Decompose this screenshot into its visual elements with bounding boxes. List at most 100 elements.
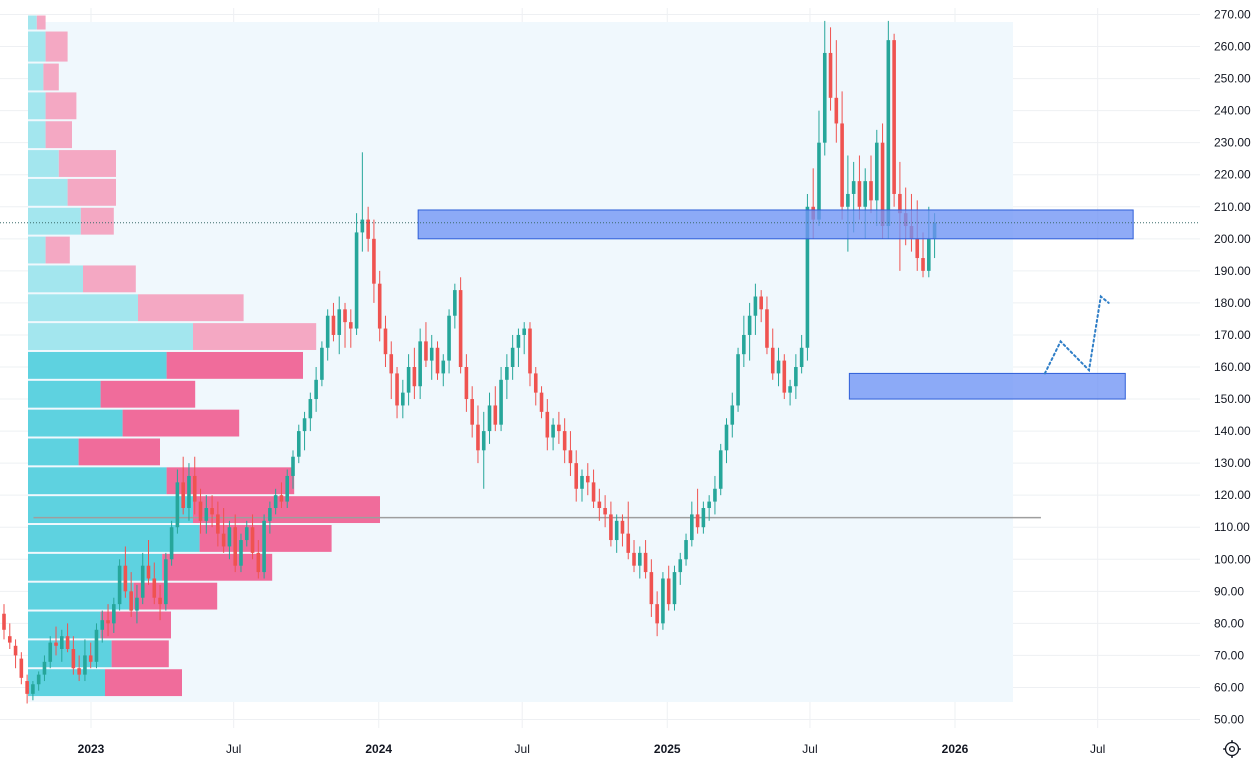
candle-59[interactable] [343, 302, 347, 348]
candle-93[interactable] [539, 386, 544, 419]
candle-87[interactable] [505, 354, 509, 400]
candle-79[interactable] [458, 277, 463, 374]
candle-137[interactable] [794, 354, 798, 400]
candle-89[interactable] [516, 328, 521, 367]
candle-115[interactable] [666, 565, 671, 611]
candle-11[interactable] [65, 623, 70, 653]
candle-58[interactable] [337, 296, 342, 355]
candle-144[interactable] [834, 40, 839, 143]
candle-29[interactable] [169, 520, 174, 566]
candle-41[interactable] [239, 533, 243, 573]
candle-27[interactable] [158, 584, 162, 621]
candle-136[interactable] [788, 379, 792, 406]
candle-83[interactable] [481, 411, 486, 489]
candle-106[interactable] [614, 514, 619, 553]
candle-100[interactable] [580, 469, 584, 502]
candle-124[interactable] [718, 443, 723, 496]
chart-settings-button[interactable] [1222, 739, 1242, 759]
candle-51[interactable] [296, 424, 301, 464]
candle-52[interactable] [302, 411, 307, 451]
candle-7[interactable] [42, 655, 47, 682]
candle-108[interactable] [626, 501, 631, 560]
candle-17[interactable] [100, 610, 105, 643]
candle-73[interactable] [424, 322, 428, 367]
candle-24[interactable] [140, 552, 145, 605]
candle-95[interactable] [551, 418, 555, 451]
candle-119[interactable] [690, 501, 694, 547]
x-axis[interactable]: 2023 Jul 2024 Jul 2025 Jul 2026 Jul [78, 742, 1106, 756]
candle-104[interactable] [603, 495, 607, 528]
candle-63[interactable] [366, 206, 370, 252]
y-axis[interactable]: 270.00 260.00 250.00 240.00 230.00 220.00 210.… [1214, 8, 1251, 727]
candle-25[interactable] [146, 540, 151, 585]
upper-zone[interactable] [417, 209, 1134, 240]
candle-57[interactable] [331, 302, 336, 342]
candle-23[interactable] [135, 584, 139, 624]
candle-75[interactable] [435, 341, 440, 380]
candle-116[interactable] [672, 565, 677, 611]
candle-32[interactable] [187, 463, 191, 521]
candle-3[interactable] [19, 652, 24, 685]
candle-50[interactable] [291, 450, 295, 489]
candle-113[interactable] [655, 591, 659, 637]
candle-145[interactable] [840, 91, 844, 220]
candle-26[interactable] [152, 562, 157, 605]
candle-103[interactable] [597, 488, 602, 521]
candle-120[interactable] [695, 488, 700, 534]
candle-71[interactable] [412, 347, 417, 400]
candle-96[interactable] [557, 411, 561, 444]
candle-2[interactable] [13, 639, 18, 669]
candle-43[interactable] [250, 514, 255, 560]
candle-84[interactable] [487, 392, 492, 444]
candle-88[interactable] [510, 334, 515, 380]
candle-126[interactable] [730, 392, 735, 438]
candle-54[interactable] [314, 367, 318, 412]
candle-123[interactable] [713, 475, 717, 515]
candle-67[interactable] [389, 341, 394, 400]
candle-8[interactable] [48, 636, 53, 669]
projection-path[interactable] [1043, 294, 1110, 375]
candle-33[interactable] [192, 456, 197, 515]
candle-138[interactable] [799, 334, 804, 374]
projection-polyline[interactable] [1043, 294, 1110, 375]
candle-82[interactable] [476, 405, 480, 464]
candle-22[interactable] [129, 572, 133, 617]
candle-42[interactable] [244, 520, 249, 547]
candle-19[interactable] [112, 597, 116, 633]
candle-1[interactable] [7, 623, 12, 649]
candle-118[interactable] [684, 533, 688, 566]
candle-159[interactable] [921, 232, 925, 278]
candle-37[interactable] [216, 501, 220, 547]
candle-127[interactable] [736, 347, 740, 412]
candle-68[interactable] [395, 367, 399, 419]
candle-134[interactable] [776, 347, 781, 387]
candle-85[interactable] [493, 386, 498, 432]
candle-65[interactable] [377, 270, 382, 342]
candle-16[interactable] [94, 623, 99, 669]
candle-47[interactable] [273, 488, 278, 515]
candle-99[interactable] [574, 450, 579, 502]
candle-90[interactable] [522, 322, 526, 355]
candle-34[interactable] [198, 488, 203, 534]
candle-133[interactable] [770, 328, 775, 380]
candle-91[interactable] [528, 322, 532, 387]
candle-45[interactable] [262, 514, 266, 579]
candle-9[interactable] [54, 626, 58, 656]
candle-131[interactable] [759, 290, 763, 323]
candle-98[interactable] [568, 431, 573, 476]
candle-150[interactable] [869, 155, 873, 214]
candle-13[interactable] [77, 655, 81, 682]
candle-97[interactable] [562, 418, 567, 464]
candle-112[interactable] [649, 559, 654, 617]
candle-111[interactable] [643, 540, 648, 579]
candle-60[interactable] [349, 309, 353, 348]
candle-114[interactable] [661, 572, 665, 630]
candle-81[interactable] [470, 386, 474, 438]
candle-74[interactable] [429, 334, 434, 380]
candle-6[interactable] [36, 671, 41, 691]
candle-62[interactable] [360, 152, 365, 252]
candle-44[interactable] [256, 540, 261, 579]
candle-70[interactable] [406, 354, 411, 406]
